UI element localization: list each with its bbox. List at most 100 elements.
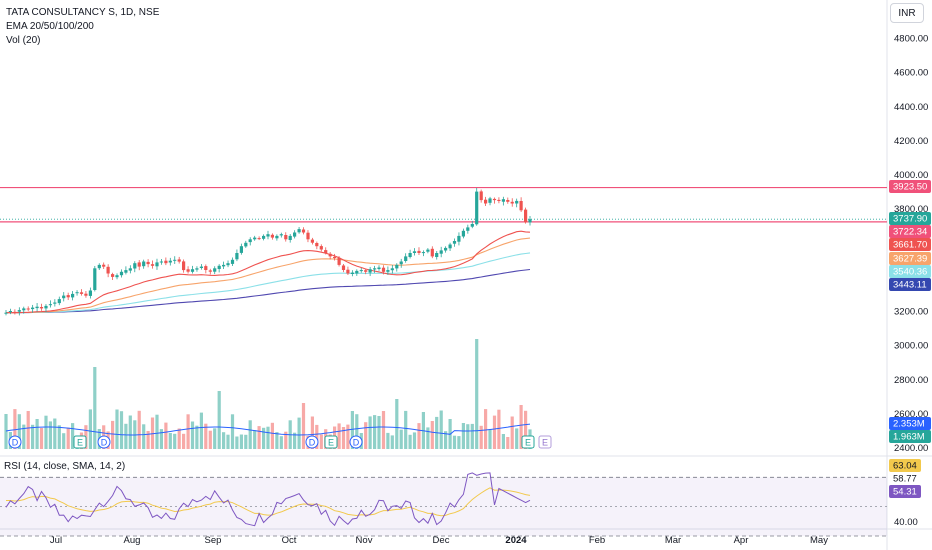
volume-bar — [386, 432, 390, 449]
candle-body — [448, 244, 452, 249]
candle-body — [53, 302, 57, 304]
rsi-indicator-label[interactable]: RSI (14, close, SMA, 14, 2) — [4, 461, 126, 472]
price-axis-tick: 4800.00 — [894, 34, 928, 45]
candle-body — [395, 264, 399, 269]
price-axis-label: 3627.39 — [889, 252, 931, 265]
candle-body — [439, 250, 443, 254]
candle-body — [44, 305, 48, 309]
event-marker-label: D — [309, 438, 316, 448]
candle-body — [275, 235, 279, 239]
volume-bar — [244, 434, 248, 449]
price-axis-label: 3661.70 — [889, 238, 931, 251]
volume-bar — [430, 421, 434, 449]
event-marker: D — [8, 435, 22, 449]
candle-body — [337, 257, 341, 265]
price-axis-tick: 3000.00 — [894, 341, 928, 352]
candle-body — [253, 237, 257, 240]
candle-body — [17, 310, 21, 312]
volume-bar — [315, 424, 319, 449]
price-label-text: 3737.90 — [893, 214, 927, 225]
volume-bar — [484, 409, 488, 449]
rsi-label-text: 54.31 — [893, 487, 917, 498]
volume-bar — [301, 403, 306, 449]
candle-body — [319, 246, 323, 250]
price-label-bg — [889, 225, 931, 238]
rsi-label-bg — [889, 459, 921, 472]
volume-bar — [395, 399, 399, 449]
volume-bar — [297, 417, 301, 449]
volume-bar — [506, 437, 510, 449]
symbol-title[interactable]: TATA CONSULTANCY S, 1D, NSE — [6, 7, 160, 18]
event-marker: D — [97, 435, 111, 449]
candle-body — [226, 263, 230, 266]
event-marker-label: D — [12, 438, 19, 448]
candle-body — [168, 260, 172, 263]
price-label-bg — [889, 180, 931, 193]
volume-bar — [66, 427, 70, 449]
volume-bar — [293, 432, 297, 449]
candle-body — [102, 264, 106, 267]
volume-bar — [142, 424, 146, 449]
volume-bar — [204, 423, 208, 449]
candle-body — [386, 270, 390, 272]
volume-bar — [457, 436, 461, 449]
volume-bar — [146, 431, 150, 449]
volume-bar — [319, 434, 323, 449]
event-marker: D — [349, 435, 363, 449]
ema-indicator-label[interactable]: EMA 20/50/100/200 — [6, 21, 94, 32]
event-marker: E — [324, 435, 338, 449]
candle-body — [297, 229, 301, 233]
currency-button[interactable]: INR — [890, 3, 924, 23]
candle-body — [377, 267, 381, 269]
candle-body — [373, 268, 377, 270]
volume-bar — [57, 425, 61, 449]
candle-body — [248, 239, 252, 243]
time-axis-tick: Oct — [282, 535, 297, 546]
event-marker: D — [305, 435, 319, 449]
candle-body — [519, 201, 523, 211]
candle-body — [133, 263, 137, 269]
candle-body — [346, 269, 350, 274]
volume-bar — [390, 435, 394, 449]
price-axis-label: 3737.90 — [889, 212, 931, 225]
volume-bar — [230, 414, 235, 449]
price-label-text: 3661.70 — [893, 240, 927, 251]
dividend-marker — [349, 435, 363, 449]
volume-bar — [279, 436, 283, 449]
price-label-bg — [889, 265, 931, 278]
candle-body — [399, 261, 403, 265]
candle-body — [8, 311, 12, 312]
event-marker-label: D — [353, 438, 360, 448]
volume-bar — [173, 433, 177, 449]
event-marker: E — [538, 435, 552, 449]
volume-bar — [377, 416, 381, 449]
candle-body — [421, 252, 425, 254]
volume-bar — [248, 420, 252, 449]
volume-bar — [346, 424, 350, 449]
volume-bar — [22, 424, 26, 449]
volume-bar — [88, 409, 92, 449]
volume-bar — [412, 432, 417, 449]
volume-bar — [439, 410, 443, 449]
candle-body — [111, 274, 115, 277]
volume-bar — [444, 431, 448, 449]
candle-body — [310, 239, 314, 243]
price-axis-label: 3540.36 — [889, 265, 931, 278]
earnings-marker — [73, 435, 87, 449]
volume-bar — [452, 435, 457, 449]
price-axis-tick: 3200.00 — [894, 307, 928, 318]
price-axis-tick: 2800.00 — [894, 375, 928, 386]
rsi-axis-label: 58.77 — [893, 474, 917, 485]
volume-bar — [213, 428, 217, 449]
candle-body — [235, 253, 239, 260]
candle-body — [324, 250, 328, 253]
earnings-marker — [324, 435, 338, 449]
candle-body — [270, 234, 274, 238]
volume-indicator-label[interactable]: Vol (20) — [6, 35, 41, 46]
candle-body — [528, 219, 532, 223]
candle-body — [84, 293, 88, 296]
volume-bar — [71, 423, 75, 449]
volume-bar — [461, 423, 465, 449]
volume-bar — [235, 436, 239, 449]
